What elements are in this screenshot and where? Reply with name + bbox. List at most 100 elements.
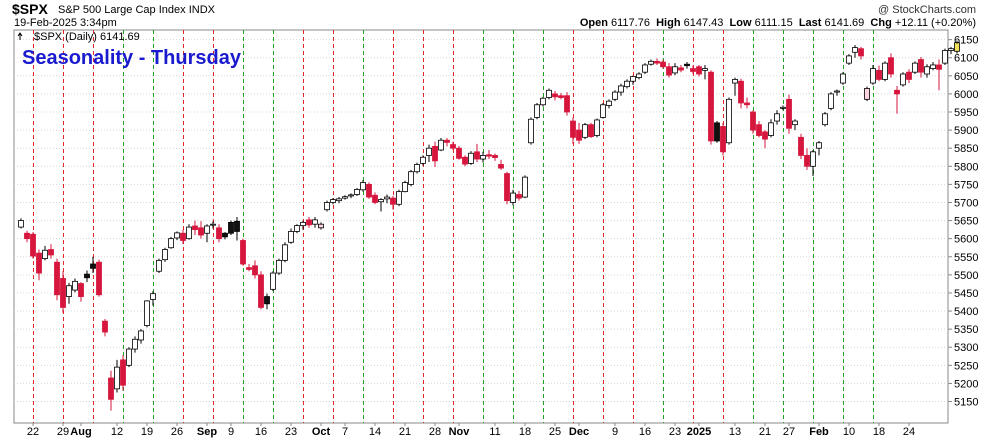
candle-body (822, 113, 828, 126)
candle-body (438, 139, 444, 151)
candle-body (810, 151, 816, 167)
candle-body (66, 285, 72, 297)
copyright-notice: @ StockCharts.com (878, 4, 976, 16)
candle-body (432, 145, 438, 162)
candle-body (846, 55, 852, 64)
candle-body (888, 57, 894, 75)
candle-body (192, 225, 198, 231)
candle-body (198, 227, 204, 236)
candle-body (174, 232, 180, 239)
candle-body (96, 261, 102, 296)
x-tick-label: 12 (111, 426, 123, 438)
last-label: Last (798, 17, 822, 29)
candle-body (528, 118, 534, 144)
candle-body (276, 259, 282, 274)
x-tick-label: Oct (312, 426, 331, 438)
candle-body (564, 95, 570, 113)
candle-body (420, 156, 426, 164)
candle-body (852, 47, 858, 53)
candle-body (786, 98, 792, 129)
candle-body (240, 240, 246, 265)
legend-candle-icon (17, 32, 23, 40)
y-tick-label: 5650 (954, 216, 978, 228)
candle-body (756, 124, 762, 136)
candle-body (360, 182, 366, 191)
x-tick-label: Nov (449, 426, 471, 438)
candle-body (156, 259, 162, 272)
candle-body (744, 102, 750, 106)
candle-body (468, 152, 474, 164)
x-tick-label: 23 (669, 426, 681, 438)
candle-body (396, 191, 402, 205)
candle-body (642, 64, 648, 73)
candle-body (378, 199, 384, 203)
x-tick-label: 11 (489, 426, 500, 438)
exchange-label: INDX (188, 4, 215, 16)
plot-frame (13, 29, 949, 424)
candle-body (666, 66, 672, 76)
candle-body (336, 198, 342, 202)
change-value: +12.11 (+0.20%) (894, 17, 976, 29)
y-tick-label: 5700 (954, 197, 978, 209)
x-tick-label: 25 (549, 426, 561, 438)
candle-body (624, 80, 630, 88)
low-value: 6111.15 (754, 17, 793, 29)
candle-body (750, 111, 756, 131)
candle-body (828, 93, 834, 109)
candle-body (318, 223, 324, 229)
candle-body (204, 225, 210, 234)
x-tick-label: Feb (809, 426, 829, 438)
candle-body (180, 232, 186, 241)
candle-body (216, 227, 222, 240)
last-value: 6141.69 (824, 17, 865, 29)
candle-body (600, 104, 606, 118)
candle-body (696, 66, 702, 75)
candle-body (168, 238, 174, 249)
chart-title: Seasonality - Thursday (22, 47, 242, 69)
candle-body (732, 79, 738, 84)
y-tick-label: 5400 (954, 306, 978, 318)
candle-body (510, 192, 516, 203)
candle-body (858, 48, 864, 57)
candle-body (444, 139, 450, 143)
candle-body (138, 330, 144, 341)
candle-body (348, 194, 354, 197)
ohlc-readout: Open 6117.76 High 6147.43 Low 6111.15 La… (580, 17, 976, 29)
candle-body (270, 272, 276, 290)
candle-body (36, 252, 42, 274)
candle-body (456, 147, 462, 159)
quote-timestamp: 19-Feb-2025 3:34pm (14, 17, 117, 29)
candle-body (582, 124, 588, 138)
candle-body (672, 66, 678, 74)
candle-body (252, 265, 258, 276)
candle-body (876, 69, 882, 80)
candle-body (702, 68, 708, 71)
candle-body (720, 126, 726, 153)
candle-body (486, 154, 492, 157)
candle-body (60, 278, 66, 308)
candle-body (636, 73, 642, 79)
candle-body (552, 93, 558, 98)
candle-body (384, 196, 390, 200)
candle-body (78, 283, 84, 297)
candle-body (222, 232, 228, 238)
y-tick-label: 5150 (954, 397, 978, 409)
y-tick-label: 6150 (954, 35, 978, 47)
candle-body (714, 122, 720, 142)
x-tick-label: 29 (57, 426, 69, 438)
candle-body (144, 300, 150, 326)
y-tick-label: 5250 (954, 360, 978, 372)
candle-body (246, 267, 252, 270)
candle-body (462, 156, 468, 165)
open-value: 6117.76 (611, 17, 650, 29)
x-tick-label: 23 (285, 426, 297, 438)
y-tick-label: 5350 (954, 324, 978, 336)
candle-body (294, 225, 300, 232)
candle-body (762, 131, 768, 140)
low-label: Low (729, 17, 752, 29)
candle-body (282, 244, 288, 261)
x-tick-label: 16 (639, 426, 651, 438)
chart-header: $SPX S&P 500 Large Cap Index INDX 19-Feb… (0, 0, 990, 30)
y-tick-label: 5800 (954, 161, 978, 173)
